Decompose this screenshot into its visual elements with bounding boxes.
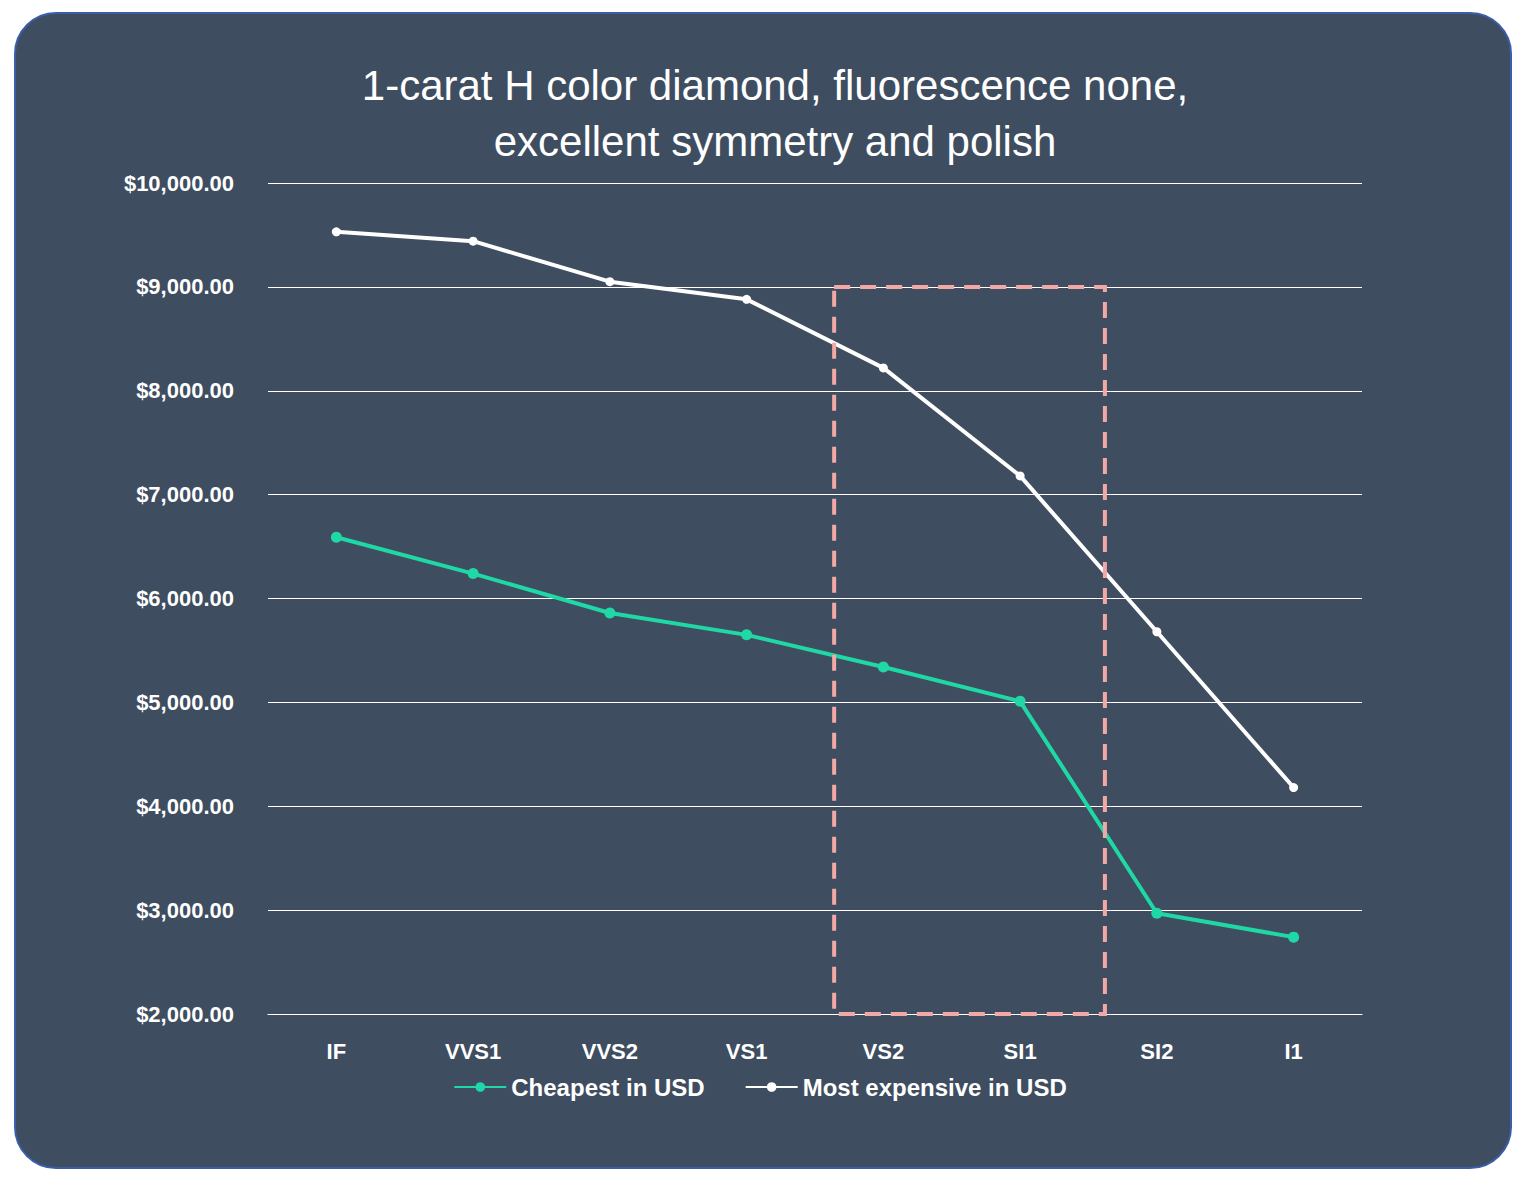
svg-text:VS1: VS1 <box>726 1039 768 1064</box>
svg-text:SI1: SI1 <box>1004 1039 1037 1064</box>
svg-text:1-carat H color diamond, fluor: 1-carat H color diamond, fluorescence no… <box>362 62 1188 109</box>
svg-text:$6,000.00: $6,000.00 <box>136 586 234 611</box>
svg-text:$4,000.00: $4,000.00 <box>136 794 234 819</box>
svg-text:$5,000.00: $5,000.00 <box>136 690 234 715</box>
svg-text:$2,000.00: $2,000.00 <box>136 1002 234 1027</box>
svg-text:excellent symmetry and polish: excellent symmetry and polish <box>494 118 1057 165</box>
svg-text:VVS1: VVS1 <box>445 1039 501 1064</box>
svg-text:$7,000.00: $7,000.00 <box>136 482 234 507</box>
svg-text:IF: IF <box>327 1039 347 1064</box>
svg-text:Cheapest in USD: Cheapest in USD <box>511 1074 704 1101</box>
svg-text:Most expensive in USD: Most expensive in USD <box>803 1074 1067 1101</box>
svg-text:$9,000.00: $9,000.00 <box>136 274 234 299</box>
svg-text:$3,000.00: $3,000.00 <box>136 898 234 923</box>
svg-text:SI2: SI2 <box>1140 1039 1173 1064</box>
svg-text:$8,000.00: $8,000.00 <box>136 378 234 403</box>
svg-text:$10,000.00: $10,000.00 <box>124 171 234 196</box>
svg-text:I1: I1 <box>1284 1039 1302 1064</box>
svg-text:VS2: VS2 <box>863 1039 905 1064</box>
svg-text:VVS2: VVS2 <box>582 1039 638 1064</box>
